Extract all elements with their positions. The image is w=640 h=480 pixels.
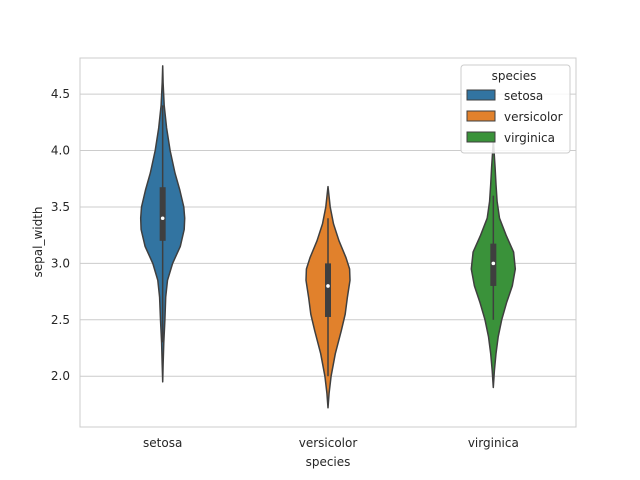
legend-frame [460,64,571,154]
legend: species setosa versicolor virginica [460,64,571,154]
y-tick-label: 2.0 [51,369,70,383]
y-tick-label: 4.0 [51,144,70,158]
legend-label: setosa [504,89,543,103]
legend-swatch-virginica [466,131,496,143]
legend-swatch-versicolor [466,110,496,122]
x-tick-label: setosa [143,436,182,450]
median-marker-setosa [160,216,165,221]
y-tick-label: 3.5 [51,200,70,214]
violins [139,65,517,409]
y-axis-ticks: 2.0 2.5 3.0 3.5 4.0 4.5 [51,87,70,383]
x-tick-label: virginica [468,436,519,450]
y-tick-label: 2.5 [51,313,70,327]
legend-swatch-setosa [466,89,496,101]
plot-frame [79,57,577,428]
iqr-box-versicolor [325,263,331,317]
legend-title: species [492,69,537,83]
iqr-box-setosa [159,187,166,241]
y-tick-label: 4.5 [51,87,70,101]
x-tick-label: versicolor [299,436,358,450]
x-axis-label: species [306,455,351,469]
median-marker-versicolor [326,284,330,288]
legend-label: virginica [504,131,555,145]
y-axis-label: sepal_width [31,206,45,277]
median-marker-virginica [491,261,496,266]
legend-label: versicolor [504,110,563,124]
y-tick-label: 3.0 [51,256,70,270]
x-axis-ticks: setosa versicolor virginica [143,436,519,450]
